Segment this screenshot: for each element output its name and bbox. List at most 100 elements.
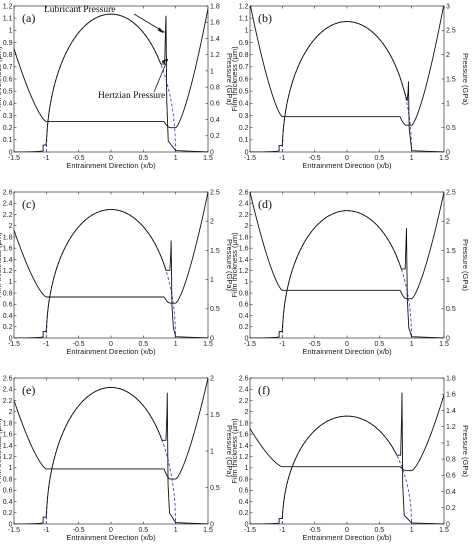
- x-tick-label: 1: [410, 527, 414, 534]
- x-tick-label: -1.5: [8, 155, 20, 162]
- x-axis-label: Entrainment Direction (x/b): [302, 161, 392, 170]
- y-right-tick-label: 2: [446, 219, 450, 226]
- chart-panel-d: -1.5 -1 -0.5 0 0.5 1 1.500.20.40.60.811.21.41.…: [230, 189, 470, 356]
- x-tick-label: 0: [345, 527, 349, 534]
- x-tick-label: -0.5: [73, 155, 85, 162]
- x-tick-label: -1.5: [8, 341, 20, 348]
- x-tick-label: -1: [279, 155, 285, 162]
- y-left-tick-label: 0.8: [3, 290, 13, 297]
- y-left-tick-label: 1.4: [239, 443, 249, 450]
- x-tick-label: 1: [174, 527, 178, 534]
- y-left-axis-label: Film thickness (μm): [230, 418, 239, 484]
- film-thickness-curve: [250, 6, 444, 126]
- panel-label: (c): [22, 197, 35, 211]
- chart-panel-a: -1.5 -1 -0.5 0 0.5 1 1.500.10.20.30.40.50.60.7…: [0, 3, 234, 170]
- y-right-axis-label: Pressure (GPa): [225, 53, 234, 106]
- y-left-tick-label: 0: [245, 149, 249, 156]
- y-right-tick-label: 0.6: [446, 473, 456, 480]
- x-tick-label: -0.5: [309, 341, 321, 348]
- x-tick-label: 0: [345, 341, 349, 348]
- y-right-tick-label: 1: [210, 448, 214, 455]
- y-right-tick-label: 0.5: [446, 125, 456, 132]
- y-right-tick-label: 0.5: [210, 306, 220, 313]
- y-left-axis-label: Film thickness (μm): [230, 46, 239, 112]
- annotation-hertzian-pressure: Hertzian Pressure: [98, 91, 165, 101]
- y-left-tick-label: 0.4: [239, 313, 249, 320]
- y-left-tick-label: 1: [245, 279, 249, 286]
- y-left-tick-label: 1.6: [3, 246, 13, 253]
- y-right-tick-label: 2.5: [210, 189, 220, 196]
- y-right-tick-label: 1: [446, 277, 450, 284]
- panel-label: (a): [22, 11, 35, 25]
- y-right-tick-label: 0: [210, 335, 214, 342]
- y-left-tick-label: 0.1: [239, 137, 249, 144]
- x-tick-label: 1: [410, 155, 414, 162]
- annotation-arrowhead: [157, 27, 164, 34]
- x-tick-label: 0.5: [374, 527, 384, 534]
- y-left-tick-label: 0.6: [3, 488, 13, 495]
- y-right-tick-label: 0: [446, 521, 450, 528]
- y-left-tick-label: 0.3: [239, 113, 249, 120]
- panel-label: (d): [258, 197, 272, 211]
- film-thickness-curve: [250, 394, 444, 472]
- x-tick-label: -0.5: [309, 155, 321, 162]
- y-left-tick-label: 0.8: [239, 290, 249, 297]
- x-tick-label: -1.5: [244, 527, 256, 534]
- x-tick-label: -1: [279, 341, 285, 348]
- film-thickness-curve: [14, 192, 208, 304]
- annotation-arrow: [153, 58, 169, 93]
- x-tick-label: 1.5: [203, 341, 213, 348]
- y-left-tick-label: 0.8: [3, 476, 13, 483]
- y-left-tick-label: 0.4: [3, 101, 13, 108]
- y-left-tick-label: 0.7: [3, 64, 13, 71]
- x-tick-label: 1.5: [439, 527, 449, 534]
- x-tick-label: 1: [174, 155, 178, 162]
- y-left-tick-label: 2.2: [3, 398, 13, 405]
- y-right-tick-label: 1.5: [446, 248, 456, 255]
- y-left-tick-label: 1.8: [3, 420, 13, 427]
- y-left-tick-label: 0.2: [239, 324, 249, 331]
- y-left-tick-label: 2: [9, 223, 13, 230]
- y-left-tick-label: 2: [245, 223, 249, 230]
- lubricant-pressure-curve: [14, 209, 208, 338]
- y-left-tick-label: 0.7: [239, 64, 249, 71]
- x-tick-label: -0.5: [309, 527, 321, 534]
- x-tick-label: 0.5: [138, 341, 148, 348]
- film-thickness-curve: [14, 8, 208, 129]
- y-right-tick-label: 0.5: [210, 485, 220, 492]
- y-left-tick-label: 2.2: [239, 212, 249, 219]
- y-left-tick-label: 2.6: [239, 189, 249, 196]
- y-left-tick-label: 1: [245, 28, 249, 35]
- y-right-tick-label: 1.8: [446, 375, 456, 382]
- y-right-tick-label: 1.8: [210, 3, 220, 10]
- x-tick-label: 1.5: [203, 155, 213, 162]
- y-left-tick-label: 1.2: [3, 268, 13, 275]
- x-tick-label: 0.5: [138, 155, 148, 162]
- y-right-tick-label: 0.2: [446, 505, 456, 512]
- plot-frame: [249, 5, 445, 153]
- y-left-tick-label: 1: [9, 279, 13, 286]
- y-left-tick-label: 1.8: [3, 234, 13, 241]
- panel-label: (b): [258, 11, 272, 25]
- y-left-tick-label: 1.1: [3, 16, 13, 23]
- y-right-axis-label: Pressure (GPa): [461, 239, 470, 292]
- y-right-tick-label: 1.4: [210, 36, 220, 43]
- x-axis-label: Entrainment Direction (x/b): [66, 161, 156, 170]
- x-tick-label: 0.5: [138, 527, 148, 534]
- y-left-tick-label: 0.6: [3, 76, 13, 83]
- x-axis-label: Entrainment Direction (x/b): [66, 533, 156, 542]
- y-left-tick-label: 2.2: [3, 212, 13, 219]
- y-left-tick-label: 0.2: [239, 125, 249, 132]
- y-left-tick-label: 1.2: [3, 454, 13, 461]
- chart-panel-c: -1.5 -1 -0.5 0 0.5 1 1.500.20.40.60.811.21.41.…: [0, 189, 234, 356]
- y-left-tick-label: 2.4: [239, 387, 249, 394]
- hertzian-pressure-curve: [45, 209, 177, 338]
- y-left-tick-label: 1.2: [3, 3, 13, 10]
- y-right-tick-label: 0: [210, 521, 214, 528]
- x-tick-label: -1: [279, 527, 285, 534]
- y-left-tick-label: 0.2: [3, 125, 13, 132]
- y-left-tick-label: 0.8: [239, 476, 249, 483]
- y-left-tick-label: 2: [245, 409, 249, 416]
- y-left-tick-label: 0.5: [239, 89, 249, 96]
